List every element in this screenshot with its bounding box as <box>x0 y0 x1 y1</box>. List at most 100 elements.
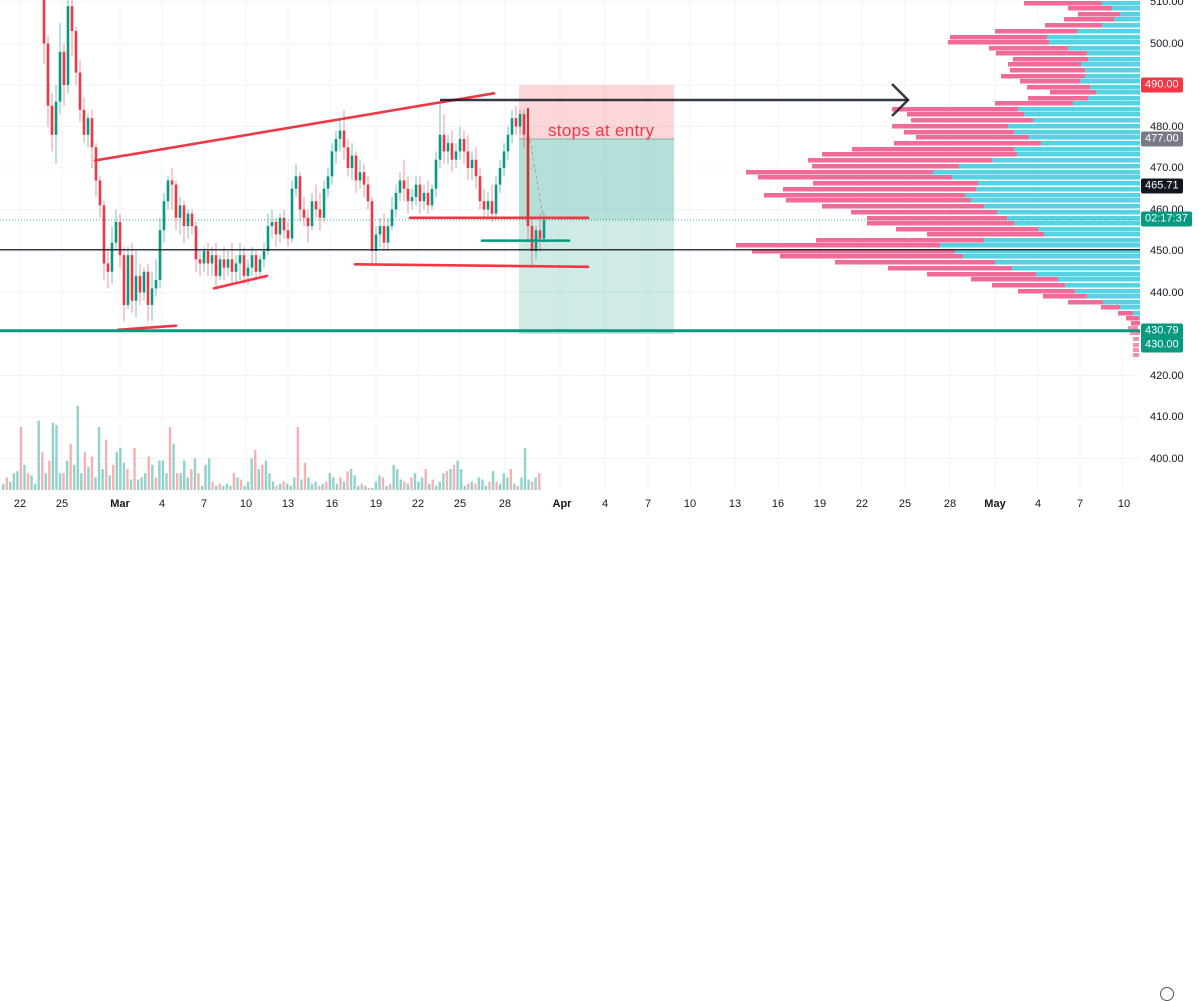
volume-bar <box>286 483 289 490</box>
volume-bar <box>168 427 172 490</box>
candle-body <box>210 255 214 264</box>
volume-bar <box>232 473 236 490</box>
volume-bar <box>87 466 90 490</box>
volume-bar <box>204 464 207 490</box>
time-tick-label: Mar <box>110 498 130 510</box>
volume-bar <box>19 427 23 490</box>
volume-profile-sell-bar <box>996 51 1087 56</box>
volume-bar <box>275 485 278 490</box>
chart-canvas[interactable] <box>0 0 1140 490</box>
volume-bar <box>90 456 94 490</box>
volume-profile-sell-bar <box>1068 300 1103 305</box>
volume-bar <box>463 485 466 490</box>
candle-body <box>198 259 202 264</box>
volume-bar <box>136 479 140 490</box>
volume-bar <box>470 481 473 490</box>
trendline <box>212 274 269 290</box>
volume-bar <box>268 473 271 490</box>
volume-profile-buy-bar <box>1114 17 1140 22</box>
time-tick-label: 10 <box>239 498 253 510</box>
volume-bar <box>374 481 378 490</box>
settings-gear-icon[interactable] <box>1160 987 1174 1001</box>
annotation-stops-at-entry[interactable]: stops at entry <box>548 121 655 140</box>
candle-body <box>134 275 138 301</box>
volume-profile-sell-bar <box>1131 321 1140 326</box>
candle-body <box>238 255 242 264</box>
volume-bar <box>317 485 321 490</box>
volume-profile-tail <box>1133 348 1139 352</box>
volume-bar <box>58 473 62 490</box>
volume-bar <box>310 483 314 490</box>
volume-bar <box>342 481 346 490</box>
price-axis[interactable]: 510.00500.00490.00480.00470.00460.00450.… <box>1140 0 1199 490</box>
volume-bar <box>2 483 5 490</box>
volume-profile-buy-bar <box>1058 277 1140 282</box>
volume-bar <box>420 477 424 490</box>
candle-body <box>494 184 498 214</box>
volume-bar <box>207 458 211 490</box>
volume-bar <box>435 485 438 490</box>
volume-profile-sell-bar <box>1126 316 1139 321</box>
candle-body <box>250 255 254 268</box>
volume-profile-buy-bar <box>1024 112 1140 117</box>
volume-profile-sell-bar <box>888 266 1012 271</box>
time-tick-label: 4 <box>1034 498 1042 510</box>
chart-pane[interactable]: stops at entry <box>0 0 1140 490</box>
volume-profile-buy-bar <box>1008 124 1140 129</box>
volume-bar <box>314 481 317 490</box>
volume-profile-buy-bar <box>1087 51 1140 56</box>
volume-bar <box>158 460 161 490</box>
volume-profile-sell-bar <box>992 283 1065 288</box>
volume-profile-sell-bar <box>852 147 1014 152</box>
candle-body <box>350 155 354 168</box>
volume-bar <box>115 452 118 490</box>
volume-bar <box>371 487 374 490</box>
candle-body <box>138 275 142 293</box>
candle-body <box>94 147 98 181</box>
trendline <box>116 324 178 332</box>
candle-body <box>150 288 154 305</box>
volume-bar <box>48 460 51 490</box>
volume-bar <box>346 471 349 490</box>
volume-profile-buy-bar <box>1085 68 1140 73</box>
volume-profile-buy-bar <box>997 210 1140 215</box>
stop-loss-zone <box>519 85 674 139</box>
volume-bar <box>307 477 310 490</box>
volume-bar <box>325 481 328 490</box>
volume-bar <box>97 427 101 490</box>
volume-profile-sell-bar <box>892 107 1018 112</box>
volume-bar <box>282 481 285 490</box>
volume-profile-buy-bar <box>963 254 1140 259</box>
candle-body <box>126 255 130 305</box>
candle-body <box>194 226 198 260</box>
volume-bar <box>104 439 108 490</box>
candle-body <box>50 105 54 135</box>
volume-bar <box>396 469 399 490</box>
volume-bar <box>289 485 292 490</box>
volume-bar <box>225 483 229 490</box>
volume-bar <box>527 479 530 490</box>
candle-body <box>254 255 258 272</box>
candle-body <box>202 251 206 264</box>
volume-bar <box>197 473 200 490</box>
volume-bar <box>254 450 257 490</box>
volume-bar <box>530 481 534 490</box>
volume-bar <box>406 483 410 490</box>
time-tick-label: 4 <box>601 498 609 510</box>
candle-body <box>86 118 90 135</box>
volume-profile-buy-bar <box>1090 85 1140 90</box>
time-axis[interactable]: 22 25 Mar 4 7 10 13 16 19 22 25 28 Apr 4 7 10 13 16 19 22 25… <box>0 490 1199 1001</box>
volume-bar <box>456 460 459 490</box>
volume-bar <box>513 483 516 490</box>
volume-bar <box>516 485 520 490</box>
volume-bar <box>495 481 498 490</box>
volume-profile-sell-bar <box>1010 68 1085 73</box>
volume-profile-sell-bar <box>911 118 1033 123</box>
volume-profile-sell-bar <box>1013 57 1088 62</box>
volume-profile-sell-bar <box>867 216 1007 221</box>
candle-body <box>58 51 62 102</box>
candle-body <box>54 101 58 135</box>
volume-bar <box>367 487 371 490</box>
candle-body <box>262 251 266 260</box>
candle-body <box>170 180 174 185</box>
